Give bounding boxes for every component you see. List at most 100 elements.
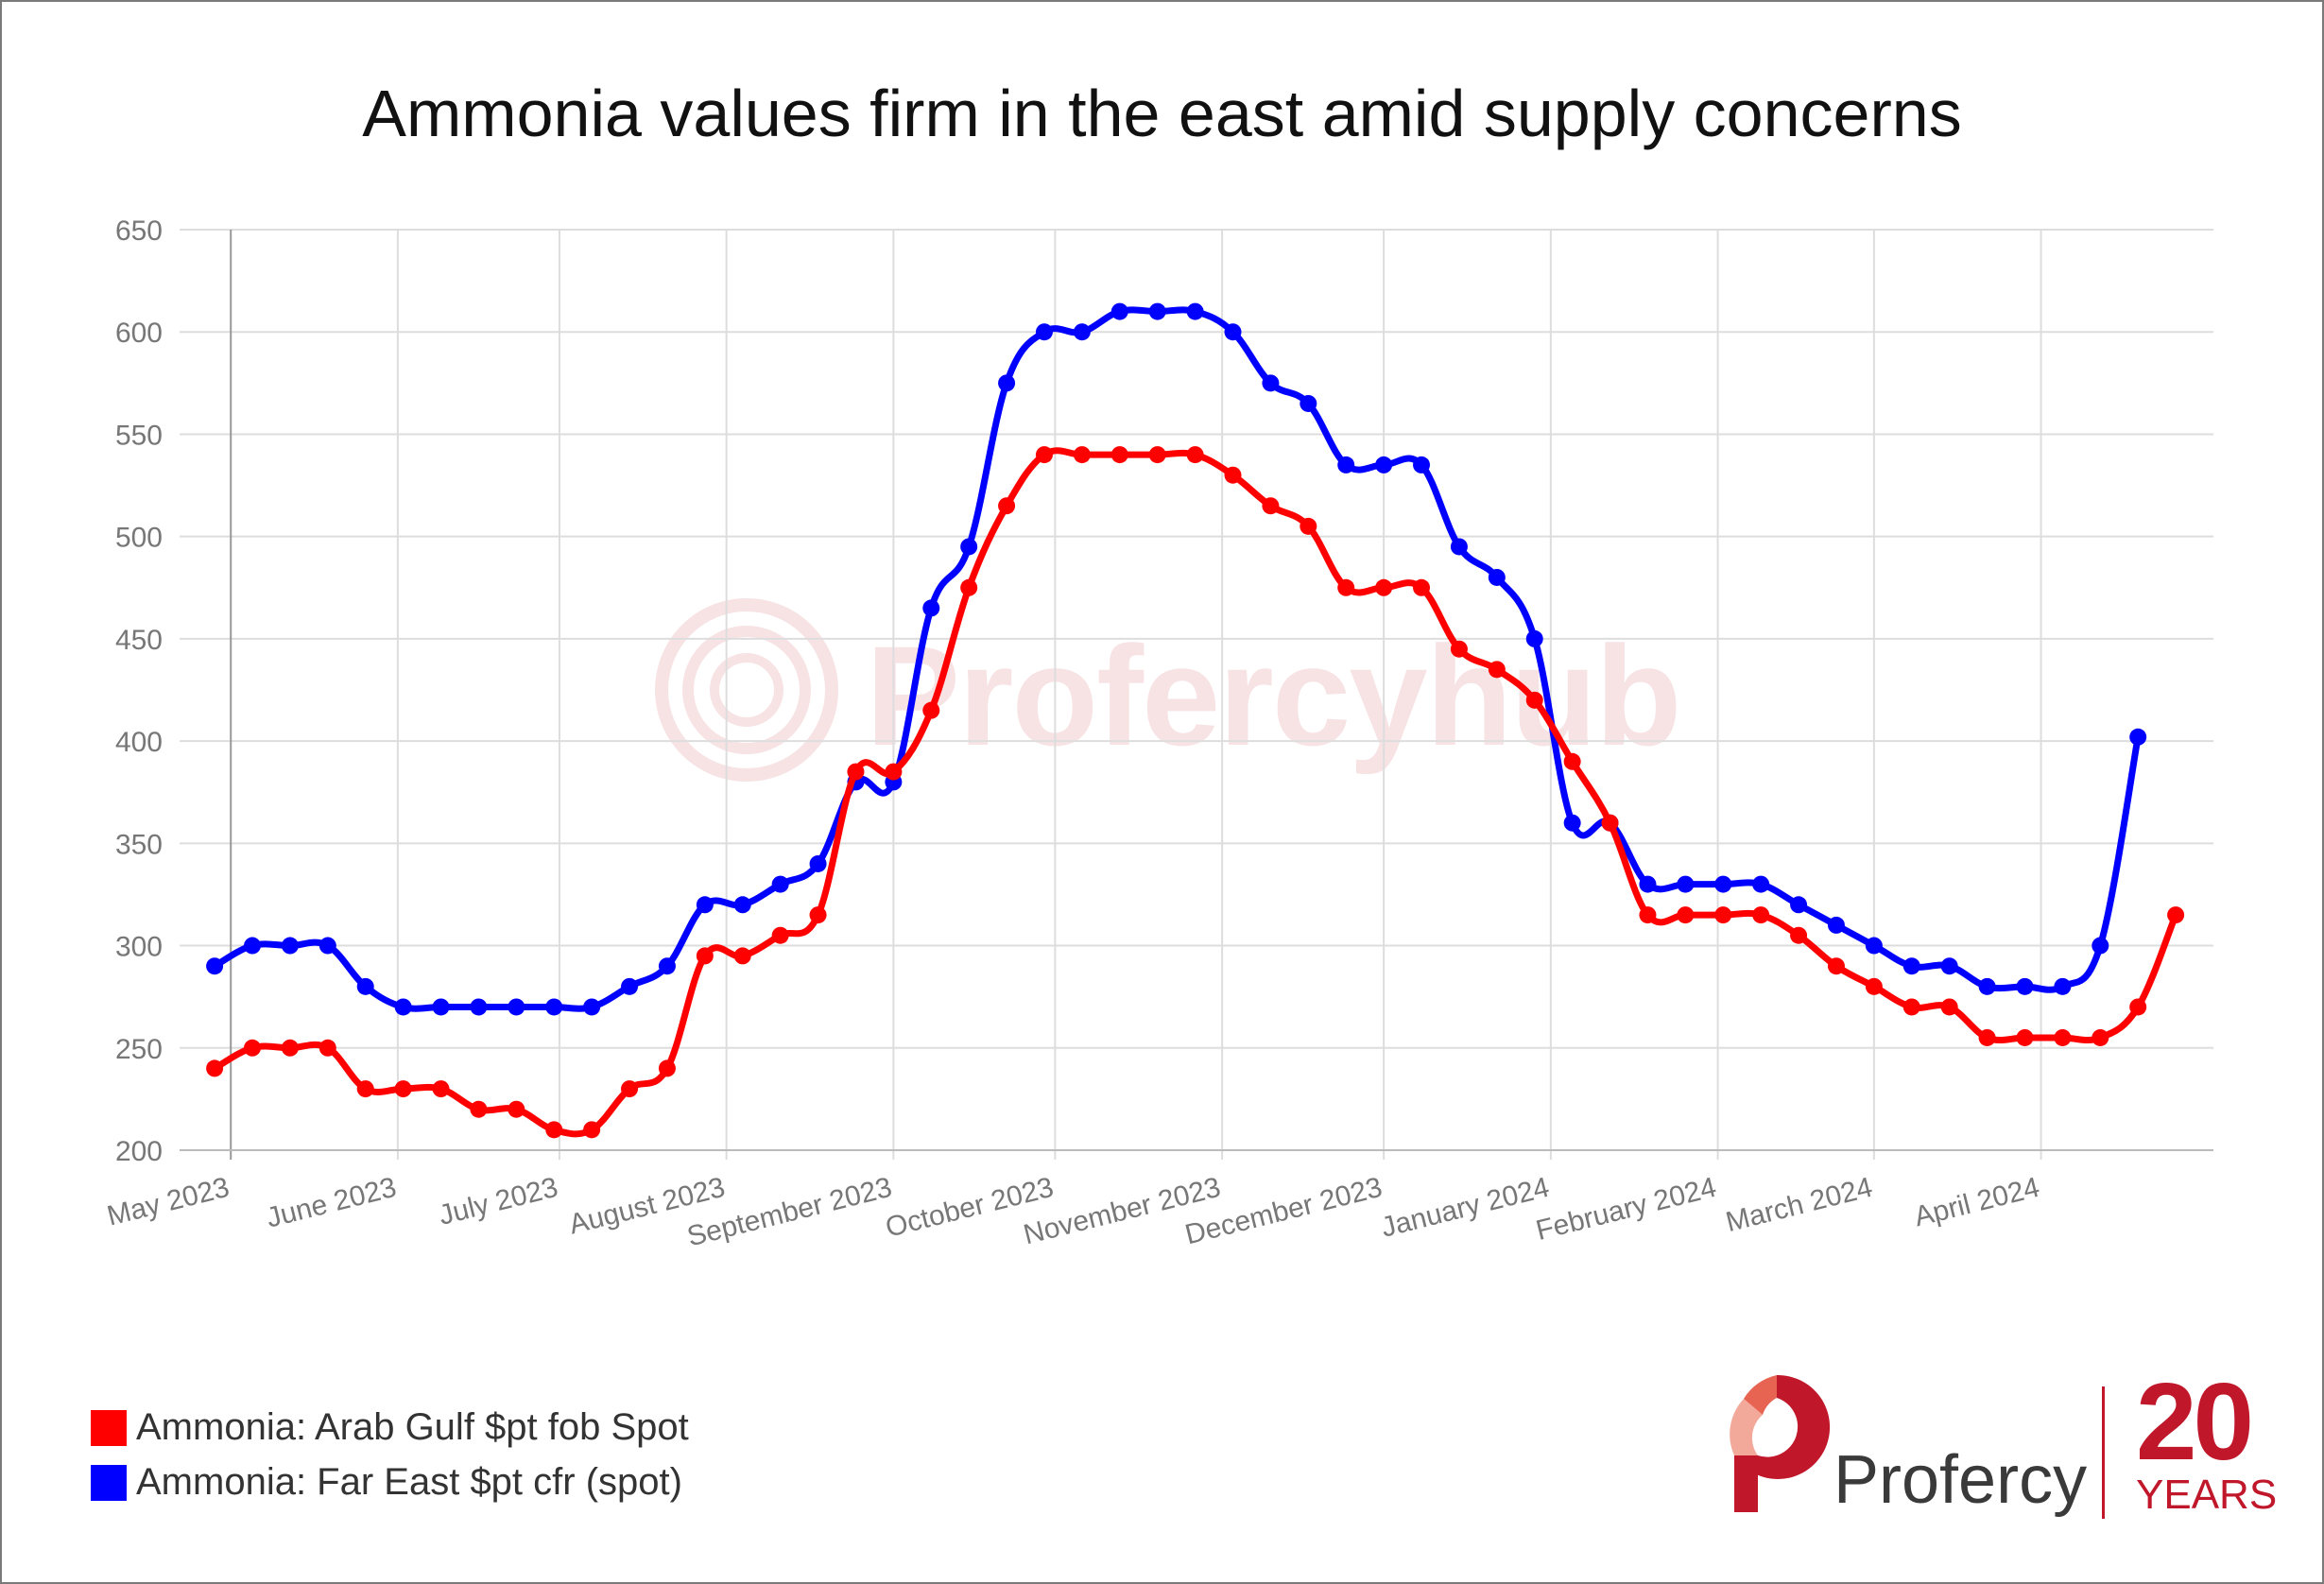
data-point-far-east: [281, 937, 299, 955]
data-point-arab-gulf: [2054, 1028, 2072, 1046]
series-line-arab-gulf: [213, 447, 2179, 1138]
data-point-arab-gulf: [1224, 466, 1242, 484]
data-point-far-east: [1148, 302, 1166, 320]
data-point-far-east: [2016, 977, 2034, 995]
x-tick-label: April 2024: [1911, 1172, 2042, 1233]
data-point-arab-gulf: [2167, 906, 2185, 924]
y-tick-label: 450: [115, 625, 163, 656]
data-point-arab-gulf: [583, 1121, 601, 1139]
data-point-arab-gulf: [2092, 1028, 2109, 1046]
data-point-arab-gulf: [847, 763, 865, 781]
logo-wordmark: Profercy: [1833, 1442, 2088, 1518]
data-point-far-east: [2054, 977, 2072, 995]
y-tick-label: 350: [115, 829, 163, 860]
data-point-arab-gulf: [1337, 578, 1355, 596]
x-tick-label: June 2023: [264, 1172, 400, 1234]
data-point-far-east: [1639, 875, 1657, 893]
data-point-arab-gulf: [1827, 957, 1845, 975]
data-point-arab-gulf: [960, 578, 978, 596]
data-point-arab-gulf: [658, 1059, 676, 1077]
data-point-far-east: [206, 957, 224, 975]
y-tick-label: 250: [115, 1034, 163, 1065]
y-tick-label: 300: [115, 932, 163, 963]
data-point-far-east: [1073, 323, 1091, 341]
data-point-arab-gulf: [2129, 998, 2147, 1016]
y-tick-label: 400: [115, 727, 163, 758]
data-point-arab-gulf: [1940, 998, 1958, 1016]
profercy-logo-icon: [1730, 1374, 1831, 1512]
data-point-far-east: [809, 854, 827, 872]
x-tick-label: May 2023: [104, 1172, 232, 1232]
data-point-far-east: [1450, 538, 1468, 556]
data-point-arab-gulf: [1639, 906, 1657, 924]
data-point-far-east: [1413, 456, 1431, 473]
data-point-far-east: [733, 896, 751, 914]
y-tick-label: 550: [115, 420, 163, 451]
data-point-arab-gulf: [2016, 1028, 2034, 1046]
data-point-far-east: [470, 998, 488, 1016]
data-point-far-east: [545, 998, 563, 1016]
data-point-arab-gulf: [432, 1080, 450, 1098]
data-point-arab-gulf: [1714, 906, 1732, 924]
data-point-far-east: [960, 538, 978, 556]
y-tick-label: 500: [115, 523, 163, 554]
y-tick-label: 650: [115, 215, 163, 247]
data-point-arab-gulf: [1073, 446, 1091, 464]
profercy-logo: Profercy 20 YEARS: [1720, 1360, 2287, 1536]
data-point-far-east: [1375, 456, 1393, 473]
data-point-arab-gulf: [1902, 998, 1920, 1016]
y-tick-label: 200: [115, 1136, 163, 1167]
legend-item-far-east[interactable]: Ammonia: Far East $pt cfr (spot): [91, 1461, 682, 1504]
data-point-arab-gulf: [1035, 446, 1053, 464]
data-point-far-east: [244, 937, 262, 955]
data-point-far-east: [432, 998, 450, 1016]
data-point-arab-gulf: [1110, 446, 1128, 464]
data-point-arab-gulf: [470, 1100, 488, 1118]
data-point-arab-gulf: [696, 947, 714, 965]
chart-title: Ammonia values firm in the east amid sup…: [362, 77, 1962, 150]
data-point-arab-gulf: [1677, 906, 1695, 924]
data-point-arab-gulf: [1978, 1028, 1996, 1046]
data-point-far-east: [1714, 875, 1732, 893]
data-point-far-east: [1940, 957, 1958, 975]
data-point-arab-gulf: [318, 1039, 336, 1057]
line-chart: 200 250 300 350 400 450 500 550 600 650 May 2023 Ju…: [104, 215, 2213, 1252]
data-point-arab-gulf: [733, 947, 751, 965]
legend-item-arab-gulf[interactable]: Ammonia: Arab Gulf $pt fob Spot: [91, 1406, 689, 1449]
data-point-arab-gulf: [356, 1080, 374, 1098]
data-point-far-east: [1262, 374, 1280, 392]
data-point-far-east: [2092, 937, 2109, 955]
data-point-arab-gulf: [885, 763, 903, 781]
data-point-arab-gulf: [1262, 497, 1280, 515]
x-tick-label: March 2024: [1723, 1172, 1876, 1238]
data-point-far-east: [771, 875, 789, 893]
data-point-far-east: [1790, 896, 1808, 914]
data-point-far-east: [621, 977, 639, 995]
legend-label-arab-gulf: Ammonia: Arab Gulf $pt fob Spot: [136, 1406, 689, 1448]
data-point-far-east: [1752, 875, 1770, 893]
data-point-far-east: [696, 896, 714, 914]
logo-divider: [2102, 1386, 2105, 1519]
data-point-arab-gulf: [244, 1039, 262, 1057]
data-point-arab-gulf: [281, 1039, 299, 1057]
data-point-far-east: [394, 998, 412, 1016]
x-tick-label: January 2024: [1378, 1172, 1552, 1244]
data-point-arab-gulf: [1375, 578, 1393, 596]
logo-anniversary-years: YEARS: [2136, 1472, 2278, 1518]
data-point-arab-gulf: [1186, 446, 1204, 464]
data-point-far-east: [318, 937, 336, 955]
x-tick-label: February 2024: [1533, 1172, 1719, 1247]
data-point-far-east: [1827, 916, 1845, 934]
data-point-far-east: [1525, 629, 1543, 647]
data-point-far-east: [1677, 875, 1695, 893]
data-point-far-east: [2129, 728, 2147, 746]
logo-anniversary-number: 20: [2136, 1360, 2254, 1483]
data-point-arab-gulf: [922, 701, 940, 719]
watermark-logo-icon: [655, 598, 838, 782]
data-point-arab-gulf: [771, 926, 789, 944]
data-point-arab-gulf: [621, 1080, 639, 1098]
data-point-far-east: [1224, 323, 1242, 341]
data-point-far-east: [508, 998, 525, 1016]
data-point-far-east: [1035, 323, 1053, 341]
x-tick-label: July 2023: [436, 1172, 561, 1231]
